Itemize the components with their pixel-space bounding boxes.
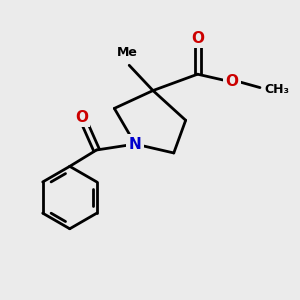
Text: O: O — [225, 74, 238, 89]
Text: N: N — [129, 136, 142, 152]
Text: CH₃: CH₃ — [264, 82, 290, 96]
Text: O: O — [191, 31, 204, 46]
Text: Me: Me — [117, 46, 138, 59]
Text: O: O — [75, 110, 88, 125]
